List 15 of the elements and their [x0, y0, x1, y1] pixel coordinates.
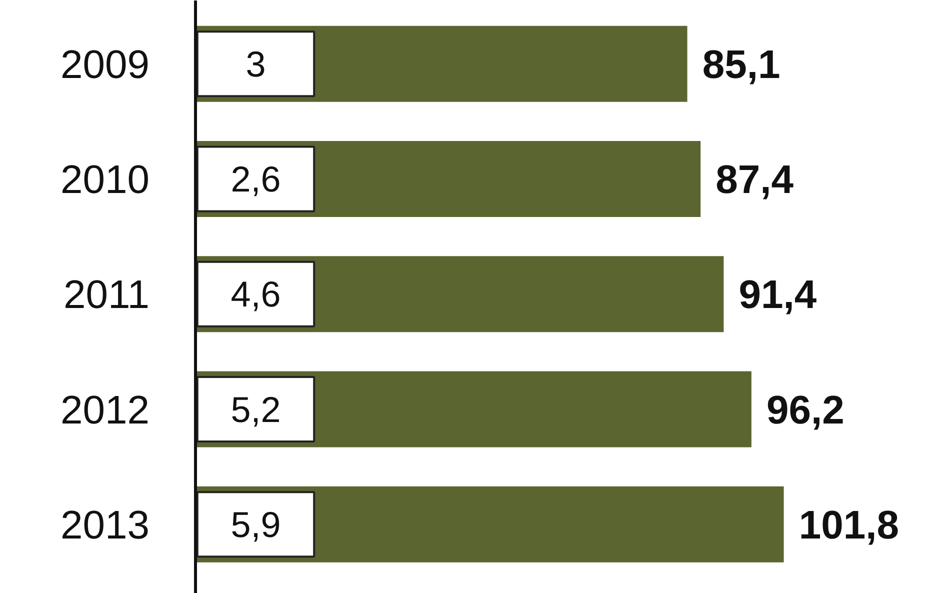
annotation: 4,6: [230, 274, 281, 315]
annotation: 2,6: [230, 158, 281, 200]
data-label: 91,4: [738, 273, 818, 318]
data-label: 85,1: [702, 42, 780, 87]
annotation: 3: [246, 43, 266, 84]
y-tick-label: 2011: [63, 273, 150, 318]
y-tick-label: 2013: [60, 503, 150, 548]
data-label: 87,4: [716, 158, 794, 202]
data-label: 101,8: [798, 503, 899, 548]
annotation: 5,2: [230, 388, 281, 430]
annotation: 5,9: [230, 504, 281, 545]
data-label: 96,2: [766, 388, 844, 432]
y-tick-label: 2010: [60, 158, 150, 202]
y-tick-label: 2009: [60, 42, 150, 87]
y-tick-label: 2012: [60, 388, 150, 432]
